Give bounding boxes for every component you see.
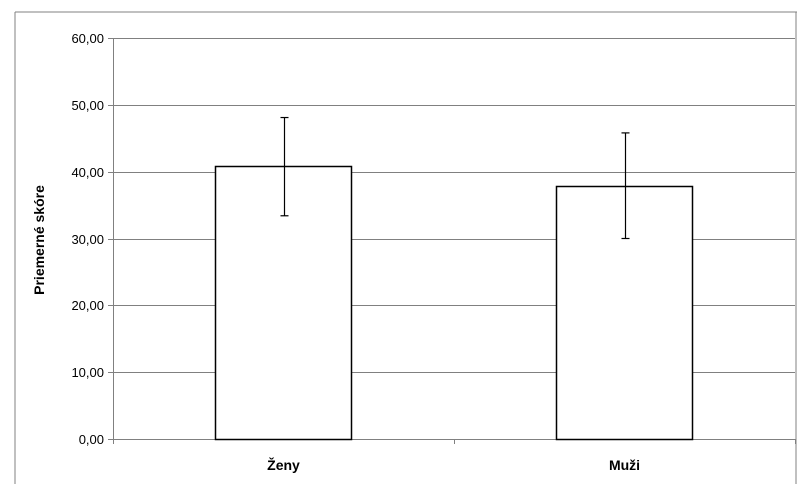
y-axis-title: Priemerné skóre — [31, 185, 47, 295]
category-label: Ženy — [267, 456, 300, 473]
error-bars — [280, 116, 630, 240]
y-tick-label: 20,00 — [71, 298, 104, 313]
y-tick-label: 40,00 — [71, 165, 104, 180]
y-tick-label: 10,00 — [71, 365, 104, 380]
bar — [214, 165, 353, 441]
bar — [555, 185, 694, 441]
category-label: Muži — [609, 457, 640, 473]
y-tick-label: 60,00 — [71, 31, 104, 46]
labels: 0,00 10,00 20,00 30,00 40,00 50,00 60,00 Ženy Mu… — [71, 31, 640, 473]
y-tick-label: 0,00 — [79, 432, 104, 447]
y-tick-label: 50,00 — [71, 98, 104, 113]
y-tick-label: 30,00 — [71, 232, 104, 247]
bars — [214, 165, 694, 441]
